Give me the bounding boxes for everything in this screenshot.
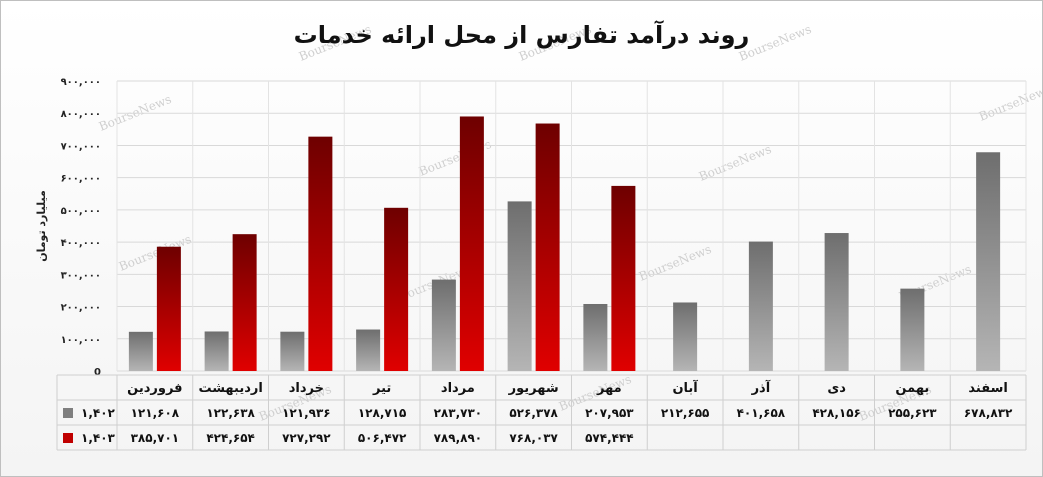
data-table-value: ۴۲۴,۶۵۴ (206, 431, 255, 445)
bar-series-1 (204, 331, 229, 371)
data-table-value: ۵۷۴,۴۴۴ (585, 431, 634, 445)
data-table-value: ۱۲۸,۷۱۵ (358, 406, 407, 420)
x-tick-label: خرداد (289, 381, 324, 396)
x-tick-label: تیر (372, 381, 391, 396)
data-table-value: ۷۸۹,۸۹۰ (434, 431, 483, 445)
x-tick-label: بهمن (895, 381, 929, 396)
x-tick-label: مرداد (441, 381, 475, 396)
x-tick-label: اردیبهشت (198, 381, 262, 396)
y-tick-label: ۴۰۰,۰۰۰ (61, 238, 101, 249)
legend-label: ۱,۴۰۲ (81, 406, 116, 420)
y-tick-label: ۶۰۰,۰۰۰ (61, 174, 101, 185)
bar-series-1 (280, 331, 305, 371)
x-tick-label: دی (827, 381, 846, 396)
bar-series-1 (824, 233, 849, 371)
data-table-value: ۳۸۵,۷۰۱ (131, 431, 180, 445)
bar-series-1 (900, 288, 925, 371)
data-table-value: ۵۲۶,۳۷۸ (509, 406, 558, 420)
bar-series-1 (976, 152, 1001, 371)
data-table-value: ۱۲۲,۶۳۸ (206, 406, 255, 420)
y-tick-label: ۲۰۰,۰۰۰ (61, 303, 101, 314)
data-table-value: ۲۸۳,۷۳۰ (434, 406, 483, 420)
bar-series-1 (748, 241, 773, 371)
legend-swatch (63, 408, 73, 418)
legend-swatch (63, 433, 73, 443)
data-table-value: ۱۲۱,۶۰۸ (131, 406, 180, 420)
y-tick-label: 0 (94, 367, 101, 378)
x-tick-label: فروردین (127, 381, 182, 396)
y-axis-label: میلیارد تومان (35, 190, 48, 262)
y-tick-label: ۱۰۰,۰۰۰ (61, 335, 101, 346)
y-tick-label: ۷۰۰,۰۰۰ (61, 141, 101, 152)
chart-title: روند درآمد تفارس از محل ارائه خدمات (293, 21, 750, 49)
bar-series-1 (128, 331, 153, 371)
y-tick-label: ۵۰۰,۰۰۰ (61, 206, 101, 217)
bar-series-2 (535, 123, 560, 371)
bar-series-2 (384, 207, 409, 371)
data-table-value: ۷۶۸,۰۳۷ (509, 431, 558, 445)
bar-series-1 (431, 279, 456, 371)
bar-series-1 (583, 303, 608, 371)
y-tick-label: ۳۰۰,۰۰۰ (61, 270, 101, 281)
x-tick-label: اسفند (968, 381, 1007, 396)
data-table-value: ۲۵۵,۶۲۳ (888, 406, 937, 420)
bar-series-2 (459, 116, 484, 371)
y-tick-label: ۹۰۰,۰۰۰ (61, 77, 101, 88)
bar-series-2 (156, 246, 181, 371)
bar-series-1 (507, 201, 532, 371)
data-table-value: ۴۲۸,۱۵۶ (812, 406, 861, 420)
bar-series-2 (308, 136, 333, 371)
data-table-value: ۷۲۷,۲۹۲ (282, 431, 331, 445)
bar-series-1 (356, 329, 381, 371)
data-table-value: ۲۰۷,۹۵۳ (585, 406, 634, 420)
x-tick-label: آبان (672, 379, 698, 396)
y-tick-label: ۸۰۰,۰۰۰ (61, 109, 101, 120)
x-tick-label: شهریور (508, 381, 559, 396)
watermark-text: BourseNews (977, 82, 1042, 124)
bar-series-2 (611, 185, 636, 371)
data-table-value: ۴۰۱,۶۵۸ (737, 406, 786, 420)
data-table-value: ۲۱۲,۶۵۵ (661, 406, 710, 420)
bar-series-2 (232, 234, 257, 371)
data-table-value: ۵۰۶,۴۷۲ (358, 431, 407, 445)
data-table-value: ۶۷۸,۸۳۲ (964, 406, 1013, 420)
x-tick-label: آذر (751, 379, 771, 396)
watermark-text: BourseNews (637, 242, 713, 284)
bar-series-1 (673, 302, 698, 371)
legend-label: ۱,۴۰۳ (81, 431, 116, 445)
watermark-text: BourseNews (117, 232, 193, 274)
x-tick-label: مهر (596, 381, 622, 396)
data-table-value: ۱۲۱,۹۳۶ (282, 406, 331, 420)
